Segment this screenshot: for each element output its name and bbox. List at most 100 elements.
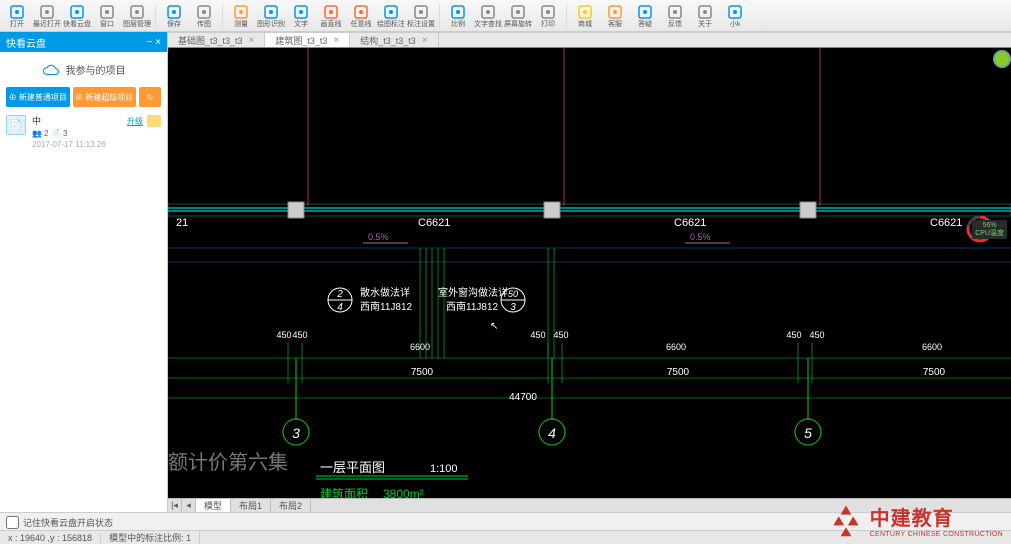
svg-text:一层平面图: 一层平面图 (320, 460, 385, 475)
svg-text:50: 50 (508, 289, 518, 299)
sidebar: 快看云盘 − × 我参与的项目 ⊕ 新建普通项目 ⊕ 新建超级项目 ↻ 📄 中 … (0, 32, 168, 512)
svg-text:C6621: C6621 (674, 217, 706, 229)
tool-打开[interactable]: 打开 (3, 1, 31, 31)
folder-icon[interactable] (147, 115, 161, 127)
layout-tab-2[interactable]: 布局2 (271, 499, 311, 512)
svg-text:5: 5 (804, 425, 812, 441)
file-tab[interactable]: 建筑图_t3_t3× (265, 33, 350, 47)
tool-屏幕旋转[interactable]: 屏幕旋转 (504, 1, 532, 31)
svg-text:3: 3 (292, 425, 300, 441)
tab-close-icon[interactable]: × (333, 35, 339, 46)
svg-text:6600: 6600 (922, 342, 942, 352)
file-tabs: 基础图_t3_t3_t3×建筑图_t3_t3×结构_t3_t3_t3× (168, 32, 1011, 48)
tab-close-icon[interactable]: × (249, 35, 255, 46)
tool-比例[interactable]: 比例 (444, 1, 472, 31)
new-super-project-button[interactable]: ⊕ 新建超级项目 (73, 87, 137, 107)
tool-客服[interactable]: 客服 (601, 1, 629, 31)
project-meta2: 2017-07-17 11:13:26 (32, 139, 106, 150)
tool-画直线[interactable]: 画直线 (317, 1, 345, 31)
sidebar-header: 快看云盘 − × (0, 32, 167, 52)
svg-text:0.5%: 0.5% (368, 232, 389, 242)
svg-text:C6621: C6621 (418, 217, 450, 229)
svg-text:450: 450 (786, 330, 801, 340)
svg-text:44700: 44700 (509, 392, 537, 403)
layout-tab-1[interactable]: 布局1 (231, 499, 271, 512)
svg-text:C6621: C6621 (930, 217, 962, 229)
svg-text:450: 450 (276, 330, 291, 340)
svg-text:2: 2 (336, 289, 343, 300)
svg-text:7500: 7500 (411, 367, 434, 378)
tab-nav-first[interactable]: |◂ (168, 499, 182, 512)
tool-测量[interactable]: 测量 (227, 1, 255, 31)
main-toolbar: 打开最近打开快看云盘窗口图层管理保存传图测量图形识别文字画直线任意线绘图标注标注… (0, 0, 1011, 32)
remember-checkbox[interactable] (6, 516, 19, 529)
svg-text:450: 450 (530, 330, 545, 340)
ratio-readout: 模型中的标注比例: 1 (101, 531, 200, 544)
svg-text:21: 21 (176, 217, 188, 229)
tool-答疑[interactable]: 答疑 (631, 1, 659, 31)
tool-图形识别[interactable]: 图形识别 (257, 1, 285, 31)
svg-text:7500: 7500 (667, 367, 690, 378)
svg-text:建筑面积: 建筑面积 (320, 486, 368, 498)
tool-保存[interactable]: 保存 (160, 1, 188, 31)
svg-text:0.5%: 0.5% (690, 232, 711, 242)
tool-关于[interactable]: 关于 (691, 1, 719, 31)
svg-text:450: 450 (292, 330, 307, 340)
svg-text:4: 4 (548, 425, 556, 441)
svg-text:450: 450 (809, 330, 824, 340)
svg-text:散水做法详: 散水做法详 (360, 286, 410, 299)
file-tab[interactable]: 基础图_t3_t3_t3× (168, 33, 265, 47)
svg-text:西南11J812: 西南11J812 (360, 300, 413, 313)
svg-text:西南11J812: 西南11J812 (446, 300, 499, 313)
tool-窗口[interactable]: 窗口 (93, 1, 121, 31)
canvas-area: 基础图_t3_t3_t3×建筑图_t3_t3×结构_t3_t3_t3× 21 C6… (168, 32, 1011, 512)
svg-text:室外窗沟做法详: 室外窗沟做法详 (438, 286, 508, 299)
tool-传图[interactable]: 传图 (190, 1, 218, 31)
new-project-button[interactable]: ⊕ 新建普通项目 (6, 87, 70, 107)
tab-close-icon[interactable]: × (422, 35, 428, 46)
sidebar-close-icon[interactable]: − × (147, 37, 161, 48)
tool-小k[interactable]: 小k (721, 1, 749, 31)
project-meta1: 👥 2 📄 3 (32, 128, 106, 139)
cpu-badge: 56%CPU温度 (972, 220, 1007, 239)
tool-图层管理[interactable]: 图层管理 (123, 1, 151, 31)
upgrade-link[interactable]: 升级 (127, 116, 143, 127)
drawing-viewport[interactable]: 21C6621C6621C66210.5%0.5%24散水做法详西南11J812… (168, 48, 1011, 498)
logo-mark-icon (828, 502, 864, 538)
project-icon: 📄 (6, 115, 26, 135)
tool-打印[interactable]: 打印 (534, 1, 562, 31)
tab-nav-prev[interactable]: ◂ (182, 499, 196, 512)
sidebar-header-title: 快看云盘 (6, 35, 46, 50)
tool-反馈[interactable]: 反馈 (661, 1, 689, 31)
file-tab[interactable]: 结构_t3_t3_t3× (350, 33, 438, 47)
tool-文字查找[interactable]: 文字查找 (474, 1, 502, 31)
tool-商城[interactable]: 商城 (571, 1, 599, 31)
logo-text: 中建教育 (870, 502, 1003, 531)
tool-标注设置[interactable]: 标注设置 (407, 1, 435, 31)
svg-text:7500: 7500 (923, 367, 946, 378)
remember-label: 记住快看云盘开启状态 (23, 516, 113, 529)
sidebar-title: 我参与的项目 (0, 52, 167, 87)
svg-text:1:100: 1:100 (430, 463, 458, 475)
layout-tab-model[interactable]: 模型 (196, 499, 231, 512)
svg-text:450: 450 (553, 330, 568, 340)
cloud-icon (42, 64, 60, 76)
tool-文字[interactable]: 文字 (287, 1, 315, 31)
brand-logo: 中建教育 CENTURY CHINESE CONSTRUCTION (828, 502, 1003, 538)
svg-text:3: 3 (510, 302, 516, 313)
svg-text:3800m²: 3800m² (383, 487, 424, 498)
tool-任意线[interactable]: 任意线 (347, 1, 375, 31)
status-dot-icon[interactable] (993, 50, 1011, 68)
svg-text:6600: 6600 (666, 342, 686, 352)
svg-text:4: 4 (337, 302, 343, 313)
project-item[interactable]: 📄 中 👥 2 📄 3 2017-07-17 11:13:26 升级 (0, 107, 167, 158)
coord-readout: x : 19640 ,y : 156818 (0, 533, 101, 543)
refresh-button[interactable]: ↻ (139, 87, 161, 107)
tool-绘图标注[interactable]: 绘图标注 (377, 1, 405, 31)
tool-最近打开[interactable]: 最近打开 (33, 1, 61, 31)
project-name: 中 (32, 115, 106, 128)
logo-subtitle: CENTURY CHINESE CONSTRUCTION (870, 531, 1003, 538)
svg-text:6600: 6600 (410, 342, 430, 352)
watermark-text: 额计价第六集 (168, 446, 288, 475)
tool-快看云盘[interactable]: 快看云盘 (63, 1, 91, 31)
